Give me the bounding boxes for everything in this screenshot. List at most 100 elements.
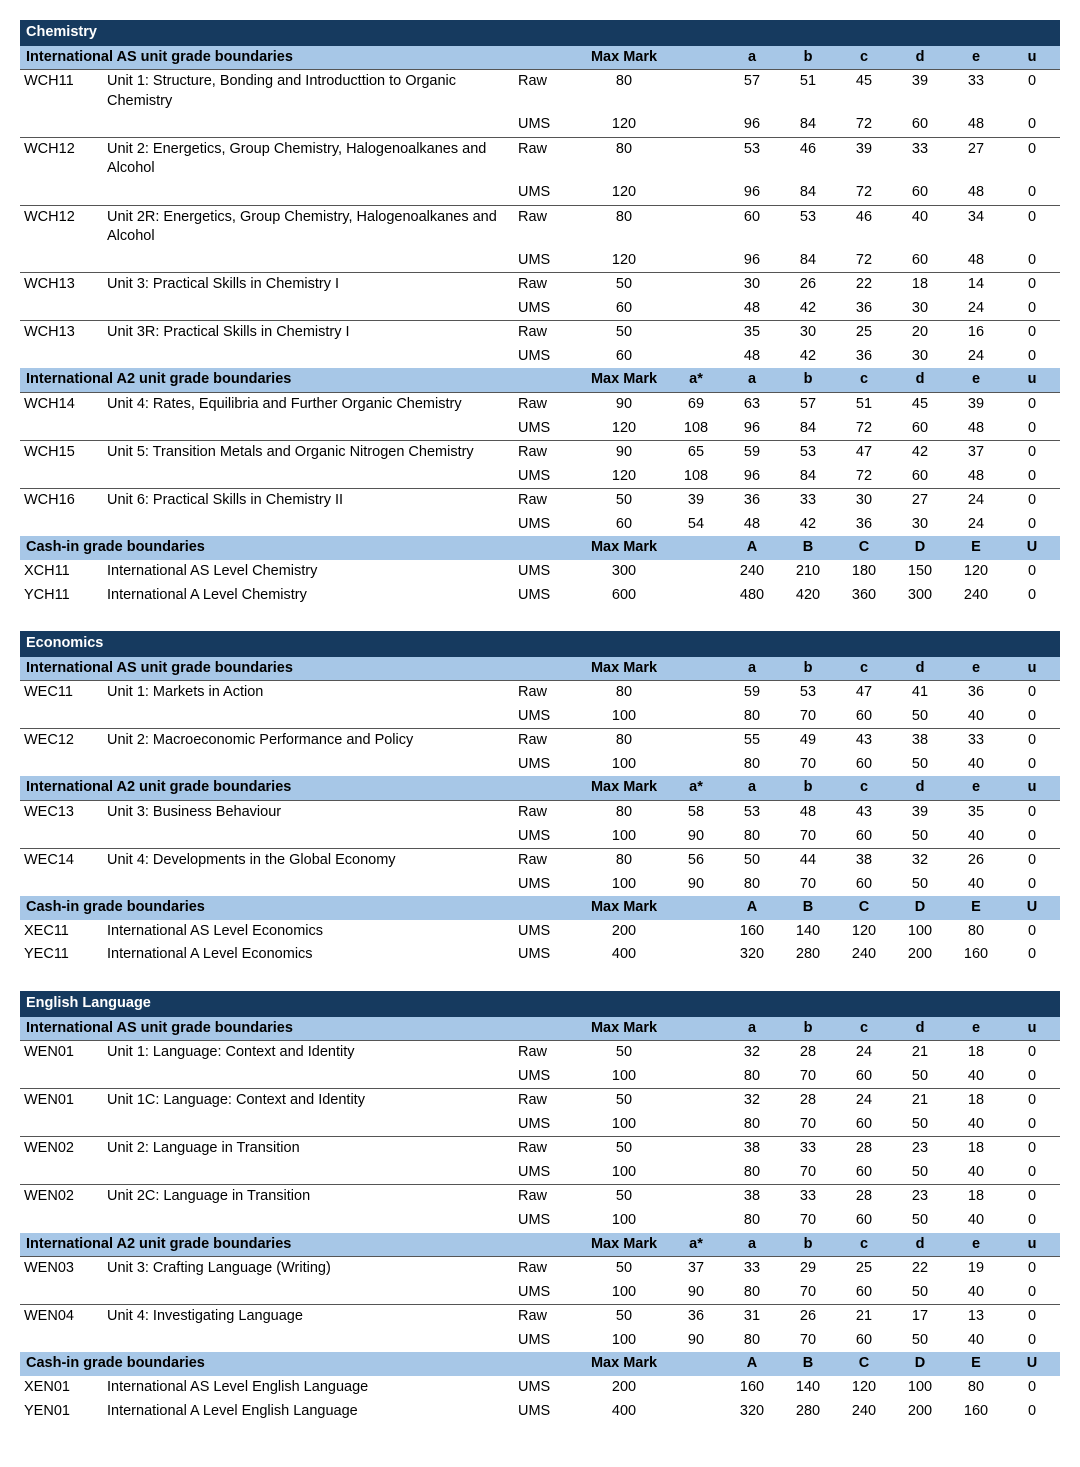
grade-value: 70 bbox=[780, 1065, 836, 1089]
max-mark: 100 bbox=[580, 825, 668, 849]
col-grade: e bbox=[948, 1233, 1004, 1257]
unit-code: YEN01 bbox=[20, 1400, 103, 1424]
max-mark: 600 bbox=[580, 584, 668, 608]
row-type: Raw bbox=[514, 801, 580, 825]
unit-title: Unit 1: Markets in Action bbox=[103, 681, 514, 705]
grade-value: 33 bbox=[780, 489, 836, 513]
grade-value: 50 bbox=[892, 1281, 948, 1305]
grade-value: 60 bbox=[892, 249, 948, 273]
max-mark: 80 bbox=[580, 849, 668, 873]
data-row: WCH14Unit 4: Rates, Equilibria and Furth… bbox=[20, 393, 1060, 417]
grade-value: 0 bbox=[1004, 1113, 1060, 1137]
grade-value: 160 bbox=[948, 943, 1004, 967]
unit-code: WEN01 bbox=[20, 1089, 103, 1113]
grade-value: 50 bbox=[892, 753, 948, 777]
max-mark: 90 bbox=[580, 441, 668, 465]
col-grade: b bbox=[780, 776, 836, 800]
col-grade: a bbox=[724, 368, 780, 392]
col-grade: D bbox=[892, 1352, 948, 1376]
data-row: UMS12010896847260480 bbox=[20, 465, 1060, 489]
col-grade: A bbox=[724, 536, 780, 560]
grade-value: 47 bbox=[836, 681, 892, 705]
grade-value: 39 bbox=[948, 393, 1004, 417]
grade-value: 40 bbox=[948, 1209, 1004, 1233]
section-title: International AS unit grade boundaries bbox=[20, 46, 514, 70]
grade-value bbox=[668, 70, 724, 114]
grade-value: 18 bbox=[948, 1185, 1004, 1209]
grade-value: 24 bbox=[836, 1089, 892, 1113]
grade-value: 38 bbox=[724, 1137, 780, 1161]
grade-value: 35 bbox=[724, 321, 780, 345]
grade-value: 48 bbox=[948, 417, 1004, 441]
grade-value: 33 bbox=[892, 137, 948, 181]
col-grade: b bbox=[780, 368, 836, 392]
grade-value: 84 bbox=[780, 181, 836, 205]
grade-value: 40 bbox=[948, 825, 1004, 849]
row-type: Raw bbox=[514, 393, 580, 417]
grade-value: 280 bbox=[780, 943, 836, 967]
grade-value: 36 bbox=[948, 681, 1004, 705]
col-grade: u bbox=[1004, 657, 1060, 681]
col-grade: u bbox=[1004, 368, 1060, 392]
grade-value: 96 bbox=[724, 417, 780, 441]
grade-value: 70 bbox=[780, 1329, 836, 1353]
grade-value: 0 bbox=[1004, 273, 1060, 297]
grade-value: 50 bbox=[892, 1209, 948, 1233]
col-grade bbox=[668, 46, 724, 70]
max-mark: 60 bbox=[580, 297, 668, 321]
unit-code: WCH13 bbox=[20, 321, 103, 345]
grade-value: 60 bbox=[836, 1209, 892, 1233]
row-type: Raw bbox=[514, 441, 580, 465]
grade-value: 180 bbox=[836, 560, 892, 584]
grade-value: 40 bbox=[948, 1329, 1004, 1353]
col-max-mark: Max Mark bbox=[580, 776, 668, 800]
max-mark: 100 bbox=[580, 753, 668, 777]
subject-header: Chemistry bbox=[20, 20, 1060, 46]
grade-value: 70 bbox=[780, 1281, 836, 1305]
row-type: UMS bbox=[514, 753, 580, 777]
grade-value: 150 bbox=[892, 560, 948, 584]
max-mark: 80 bbox=[580, 681, 668, 705]
data-row: WCH12Unit 2: Energetics, Group Chemistry… bbox=[20, 137, 1060, 181]
data-row: WEN01Unit 1: Language: Context and Ident… bbox=[20, 1041, 1060, 1065]
row-type: UMS bbox=[514, 1113, 580, 1137]
grade-value: 72 bbox=[836, 249, 892, 273]
grade-value: 60 bbox=[836, 1329, 892, 1353]
col-grade: b bbox=[780, 657, 836, 681]
grade-value: 34 bbox=[948, 205, 1004, 249]
unit-title: International A Level Economics bbox=[103, 943, 514, 967]
grade-value: 0 bbox=[1004, 943, 1060, 967]
unit-title: Unit 6: Practical Skills in Chemistry II bbox=[103, 489, 514, 513]
unit-title: International AS Level Economics bbox=[103, 920, 514, 944]
grade-value: 42 bbox=[780, 345, 836, 369]
max-mark: 50 bbox=[580, 1089, 668, 1113]
unit-code: WCH13 bbox=[20, 273, 103, 297]
unit-code: WCH15 bbox=[20, 441, 103, 465]
grade-value: 38 bbox=[724, 1185, 780, 1209]
unit-code: WEC11 bbox=[20, 681, 103, 705]
col-grade: A bbox=[724, 896, 780, 920]
grade-value: 0 bbox=[1004, 513, 1060, 537]
grade-value bbox=[668, 345, 724, 369]
unit-code: WCH12 bbox=[20, 205, 103, 249]
grade-value: 280 bbox=[780, 1400, 836, 1424]
grade-value: 0 bbox=[1004, 321, 1060, 345]
grade-value: 0 bbox=[1004, 1185, 1060, 1209]
grade-value: 60 bbox=[892, 113, 948, 137]
grade-value bbox=[668, 1041, 724, 1065]
grade-value: 50 bbox=[892, 1113, 948, 1137]
grade-value: 30 bbox=[892, 297, 948, 321]
grade-value: 108 bbox=[668, 465, 724, 489]
unit-title: Unit 4: Rates, Equilibria and Further Or… bbox=[103, 393, 514, 417]
col-grade: d bbox=[892, 1017, 948, 1041]
col-grade: B bbox=[780, 1352, 836, 1376]
grade-value: 240 bbox=[948, 584, 1004, 608]
grade-value: 33 bbox=[724, 1257, 780, 1281]
max-mark: 80 bbox=[580, 205, 668, 249]
grade-value: 57 bbox=[780, 393, 836, 417]
unit-title: Unit 4: Investigating Language bbox=[103, 1305, 514, 1329]
grade-value: 30 bbox=[724, 273, 780, 297]
col-grade: a bbox=[724, 776, 780, 800]
grade-value: 20 bbox=[892, 321, 948, 345]
grade-value: 240 bbox=[836, 943, 892, 967]
